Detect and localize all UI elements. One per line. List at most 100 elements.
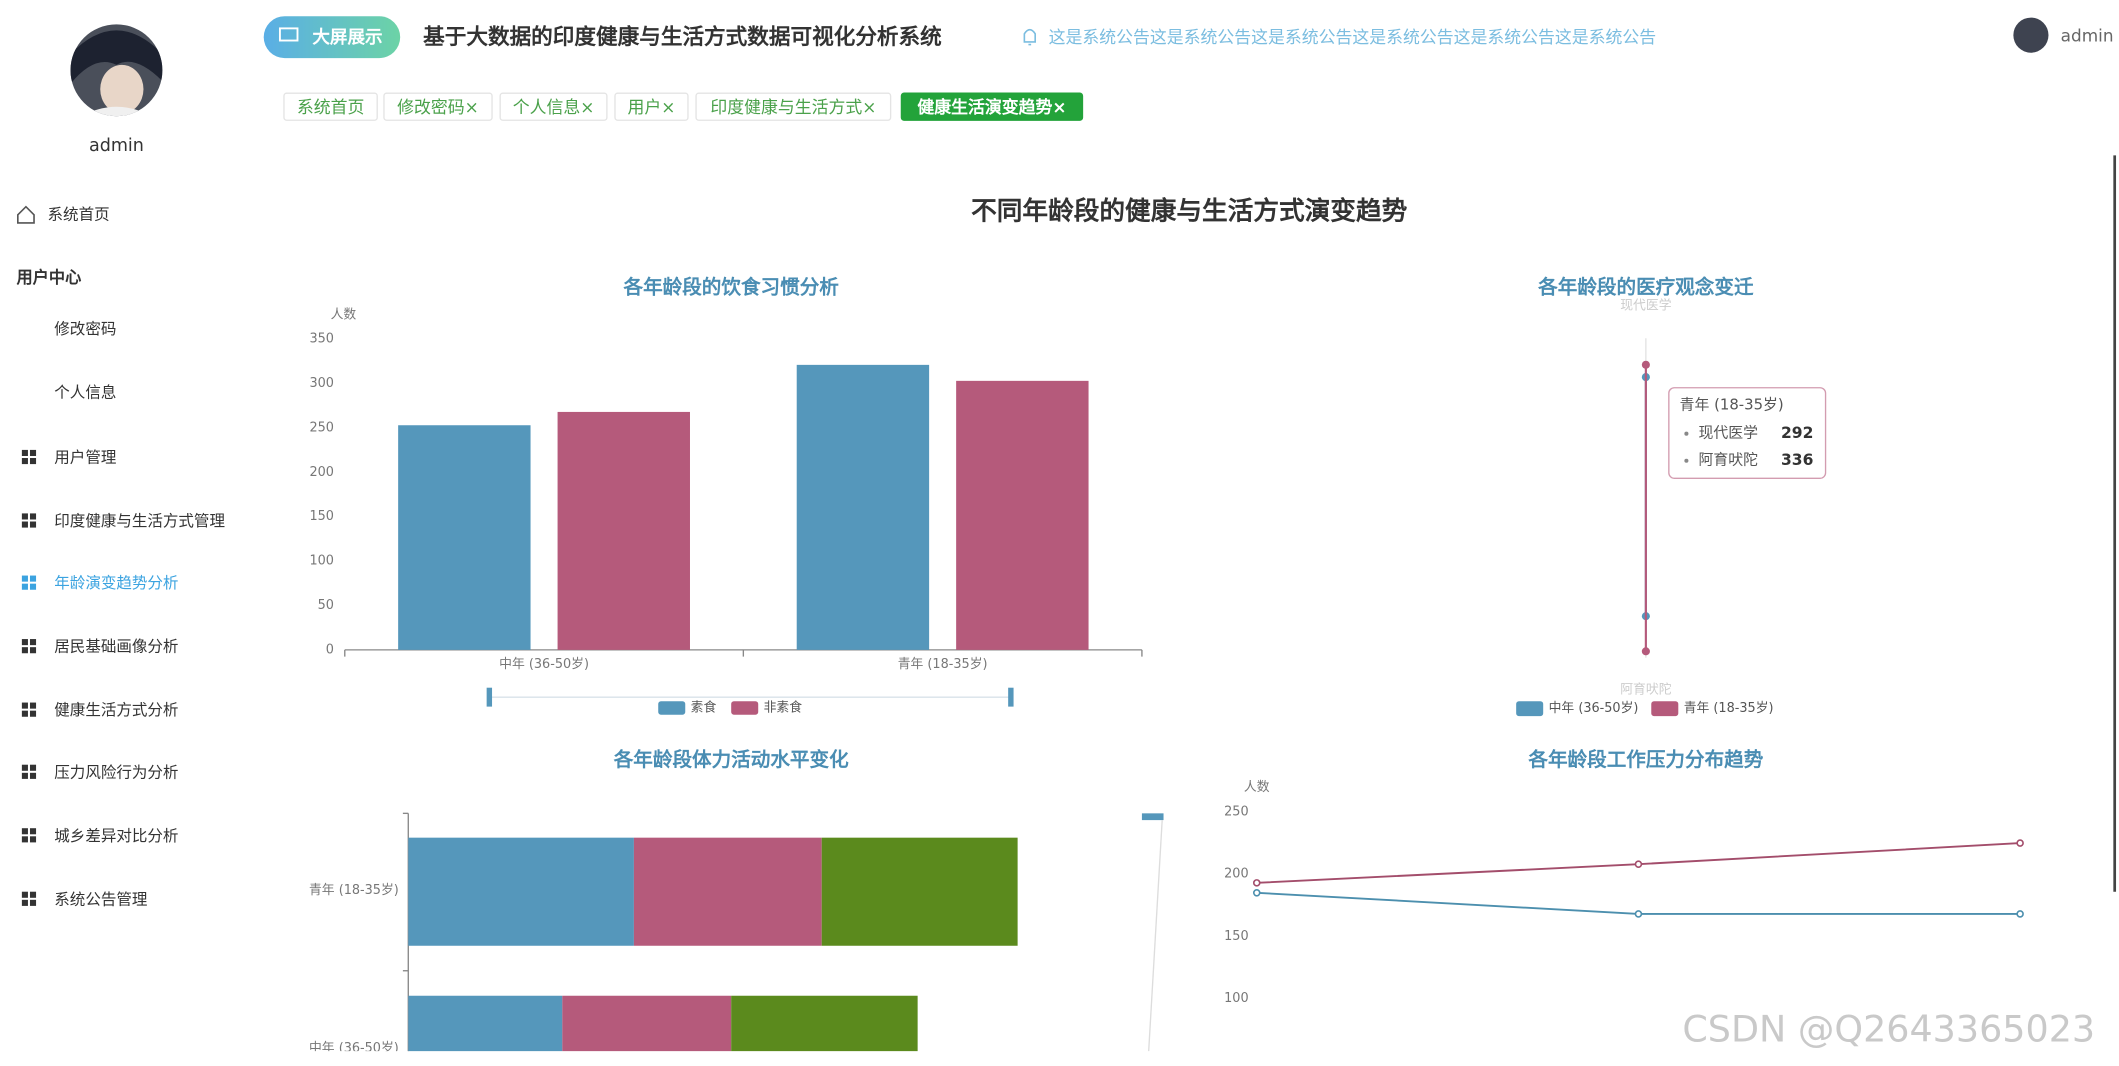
radar-point[interactable] (1641, 647, 1650, 656)
bar-segment[interactable] (731, 995, 918, 1066)
icon-cell (29, 513, 37, 520)
tab-label[interactable]: 用户× (628, 97, 676, 117)
line-point[interactable] (1634, 910, 1643, 918)
y-tick-label: 100 (1224, 991, 1249, 1006)
tab-label[interactable]: 个人信息× (513, 97, 595, 117)
legend-label[interactable]: 素食 (691, 699, 717, 715)
tab[interactable] (283, 92, 378, 121)
tab[interactable] (383, 92, 493, 121)
user-name[interactable]: admin (2061, 25, 2114, 45)
page-title: 不同年龄段的健康与生活方式演变趋势 (971, 196, 1407, 227)
icon-cell (21, 449, 28, 456)
user-avatar[interactable] (2013, 17, 2049, 53)
bar[interactable] (956, 380, 1089, 650)
indicator-label: 现代医学 (1620, 297, 1671, 313)
zoom-handle[interactable] (1008, 687, 1014, 707)
tab-label[interactable]: 系统首页 (297, 97, 365, 117)
bar[interactable] (557, 411, 690, 650)
y-axis-label: 人数 (331, 307, 357, 322)
tooltip-label: 阿育吠陀 (1699, 451, 1759, 469)
icon-cell (21, 639, 28, 646)
menu-item[interactable]: 系统首页 (48, 205, 110, 223)
icon-cell (21, 836, 28, 843)
menu-section: 用户中心 (16, 268, 81, 287)
bar[interactable] (796, 364, 930, 650)
menu-item[interactable]: 居民基础画像分析 (54, 638, 178, 656)
tab-label[interactable]: 印度健康与生活方式× (710, 97, 876, 117)
legend-swatch[interactable] (1651, 701, 1679, 717)
chart-title: 各年龄段的饮食习惯分析 (623, 275, 840, 298)
menu-item[interactable]: 系统公告管理 (54, 890, 147, 908)
tab-label[interactable]: 修改密码× (397, 97, 479, 117)
icon-cell (29, 710, 37, 717)
tooltip (1668, 387, 1827, 479)
line-point[interactable] (1252, 879, 1261, 887)
bell-icon (1023, 28, 1036, 46)
tooltip-title: 青年 (18-35岁) (1680, 395, 1784, 413)
legend-swatch[interactable] (731, 701, 759, 715)
y-axis-label: 人数 (1244, 780, 1270, 795)
menu-icon (21, 575, 37, 590)
icon-cell (21, 899, 28, 906)
icon-cell (29, 702, 37, 709)
bar-segment[interactable] (821, 837, 1018, 946)
menu-item[interactable]: 个人信息 (54, 384, 116, 402)
bar[interactable] (398, 425, 531, 650)
menu-item[interactable]: 年龄演变趋势分析 (54, 574, 178, 592)
y-tick-label: 中年 (36-50岁) (309, 1041, 399, 1056)
radar-point[interactable] (1641, 360, 1650, 369)
zoom-handle[interactable] (1141, 813, 1164, 821)
bar-segment[interactable] (408, 995, 563, 1066)
y-tick-label: 200 (309, 465, 334, 480)
legend-swatch[interactable] (658, 701, 686, 715)
notice: 这是系统公告这是系统公告这是系统公告这是系统公告这是系统公告这是系统公告 (1049, 27, 1657, 47)
line-point[interactable] (2016, 839, 2024, 847)
icon-cell (29, 575, 37, 582)
menu-icon (21, 449, 37, 465)
icon-cell (29, 899, 37, 906)
zoom-track (1147, 820, 1163, 1052)
legend-label[interactable]: 非素食 (764, 699, 803, 715)
legend-swatch[interactable] (1516, 701, 1544, 717)
icon-cell (29, 583, 37, 590)
icon-cell (29, 772, 37, 779)
menu-item[interactable]: 压力风险行为分析 (54, 763, 178, 781)
menu-item[interactable]: 用户管理 (54, 449, 116, 467)
menu-item[interactable]: 印度健康与生活方式管理 (54, 512, 225, 530)
tab[interactable] (499, 92, 608, 121)
y-tick-label: 250 (309, 420, 334, 435)
menu-icon (21, 639, 37, 654)
bar-segment[interactable] (408, 837, 634, 946)
icon-cell (29, 764, 37, 771)
icon-cell (21, 513, 28, 520)
system-title: 基于大数据的印度健康与生活方式数据可视化分析系统 (423, 24, 942, 50)
menu-icon (21, 828, 37, 843)
home-icon (17, 205, 35, 224)
y-tick-label: 200 (1224, 867, 1249, 882)
icon-cell (21, 764, 28, 771)
big-screen-button[interactable] (263, 16, 401, 59)
icon-cell (21, 575, 28, 582)
legend-label[interactable]: 青年 (18-35岁) (1684, 701, 1774, 716)
tab[interactable] (695, 92, 892, 121)
line-point[interactable] (2016, 910, 2024, 918)
menu-item[interactable]: 城乡差异对比分析 (54, 827, 178, 845)
line-point[interactable] (1634, 860, 1643, 868)
avatar[interactable] (70, 24, 163, 121)
icon-cell (21, 458, 28, 465)
y-tick-label: 150 (1224, 929, 1249, 944)
line-point[interactable] (1252, 889, 1261, 897)
x-tick-label: 青年 (18-35岁) (898, 657, 988, 672)
legend-label[interactable]: 中年 (36-50岁) (1549, 701, 1639, 716)
chart-title: 各年龄段的医疗观念变迁 (1537, 275, 1754, 298)
bar-segment[interactable] (633, 837, 822, 946)
menu-item[interactable]: 修改密码 (54, 320, 116, 338)
menu-item[interactable]: 健康生活方式分析 (54, 701, 178, 719)
zoom-handle[interactable] (486, 687, 493, 707)
bar-segment[interactable] (562, 995, 732, 1066)
tab[interactable] (614, 92, 689, 121)
tab-label[interactable]: 健康生活演变趋势× (917, 97, 1066, 117)
tab[interactable] (900, 92, 1084, 121)
icon-cell (21, 710, 28, 717)
